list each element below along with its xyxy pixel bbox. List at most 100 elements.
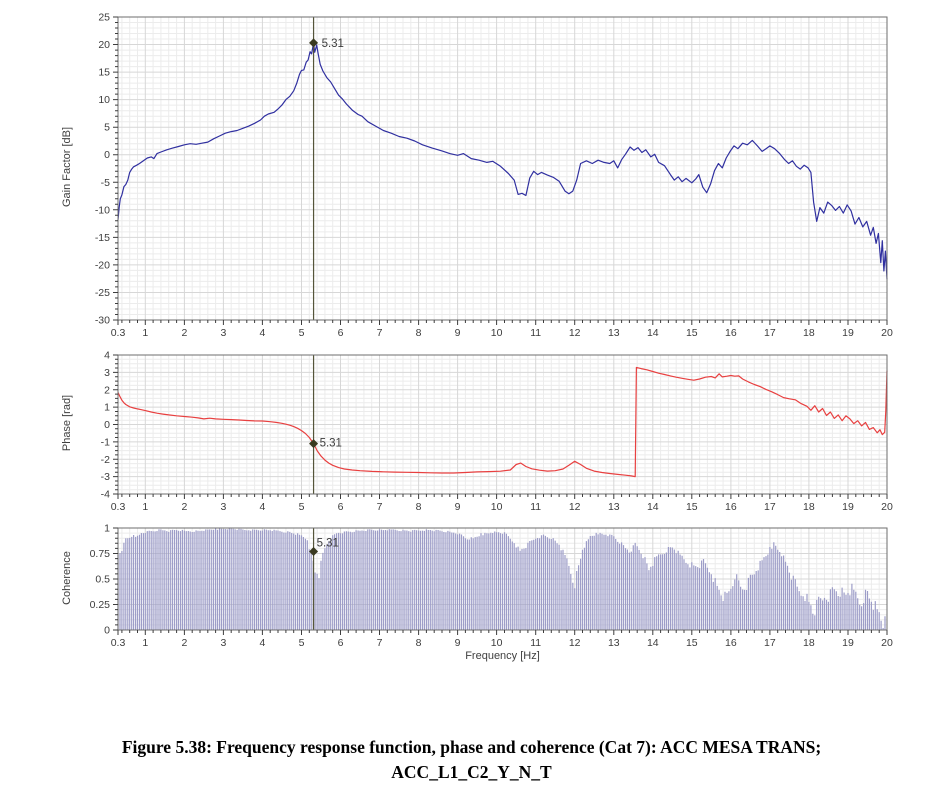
x-tick-label: 13 [608, 327, 620, 339]
x-tick-label: 10 [491, 501, 503, 513]
grid-major [118, 355, 887, 494]
y-tick-label: 0 [104, 625, 110, 637]
gain-axis-title: Gain Factor [dB] [61, 126, 73, 208]
phase-series-line [117, 366, 888, 478]
caption-line-1: Figure 5.38: Frequency response function… [121, 737, 822, 757]
x-tick-label: 4 [259, 637, 265, 649]
y-tick-label: 5 [104, 122, 110, 134]
y-tick-label: -30 [95, 315, 110, 327]
x-tick-label: 5 [299, 327, 305, 339]
x-tick-label: 9 [455, 637, 461, 649]
x-tick-label: 12 [569, 501, 581, 513]
y-tick-label: 25 [98, 12, 110, 24]
x-tick-label: 2 [181, 501, 187, 513]
coherence-axis-title: Coherence [61, 551, 73, 605]
y-tick-label: -2 [101, 454, 110, 466]
x-tick-label: 19 [842, 501, 854, 513]
x-tick-label: 0.3 [111, 327, 126, 339]
x-tick-label: 12 [569, 637, 581, 649]
frequency-axis-title: Frequency [Hz] [465, 650, 540, 662]
y-tick-label: -15 [95, 232, 110, 244]
y-tick-label: 0 [104, 149, 110, 161]
x-tick-label: 12 [569, 327, 581, 339]
x-tick-label: 19 [842, 327, 854, 339]
gain-series-line [117, 42, 888, 280]
y-tick-label: 1 [104, 523, 110, 535]
axis-ticks [113, 354, 888, 499]
x-tick-label: 13 [608, 637, 620, 649]
x-tick-label: 14 [647, 327, 659, 339]
cursor-marker [309, 439, 319, 449]
phase-plot: 0.3 1 2 3 4 5 6 7 8 9 10 11 12 13 14 15 16 17 18 19 2043210-… [101, 350, 893, 514]
y-tick-label: 0.25 [90, 599, 111, 611]
x-tick-label: 7 [377, 327, 383, 339]
x-tick-label: 18 [803, 637, 815, 649]
x-tick-label: 9 [455, 501, 461, 513]
x-tick-label: 7 [377, 501, 383, 513]
x-tick-label: 8 [416, 501, 422, 513]
x-tick-label: 10 [491, 327, 503, 339]
y-tick-label: -1 [101, 436, 110, 448]
x-tick-label: 18 [803, 327, 815, 339]
x-tick-label: 4 [259, 327, 265, 339]
gain-plot: 0.3 1 2 3 4 5 6 7 8 9 10 11 12 13 14 15 16 17 18 19 20252015… [95, 12, 893, 340]
cursor-value-label: 5.31 [320, 438, 342, 450]
x-tick-label: 13 [608, 501, 620, 513]
x-tick-label: 8 [416, 637, 422, 649]
y-tick-label: 3 [104, 367, 110, 379]
x-tick-label: 1 [142, 327, 148, 339]
x-tick-label: 14 [647, 637, 659, 649]
x-tick-label: 20 [881, 637, 893, 649]
y-tick-label: -10 [95, 204, 110, 216]
y-tick-label: 1 [104, 402, 110, 414]
y-tick-label: 0.5 [95, 574, 110, 586]
x-tick-label: 5 [299, 637, 305, 649]
grid-minor [118, 17, 887, 320]
y-tick-label: -20 [95, 259, 110, 271]
x-tick-label: 15 [686, 501, 698, 513]
x-tick-label: 20 [881, 501, 893, 513]
cursor-value-label: 5.31 [317, 537, 339, 549]
x-tick-label: 0.3 [111, 637, 126, 649]
x-tick-label: 0.3 [111, 501, 126, 513]
x-tick-label: 6 [338, 637, 344, 649]
x-tick-label: 8 [416, 327, 422, 339]
cursor-value-label: 5.31 [322, 38, 344, 50]
y-tick-label: 20 [98, 39, 110, 51]
coherence-plot: 0.3 1 2 3 4 5 6 7 8 9 10 11 12 13 14 15 16 17 18 19 2010.750… [90, 523, 893, 650]
x-tick-label: 2 [181, 637, 187, 649]
x-tick-label: 17 [764, 637, 776, 649]
x-tick-label: 11 [530, 501, 541, 513]
cursor-marker [309, 38, 319, 48]
x-tick-label: 4 [259, 501, 265, 513]
y-tick-label: 0.75 [90, 548, 111, 560]
x-tick-label: 6 [338, 327, 344, 339]
x-tick-label: 16 [725, 327, 737, 339]
x-tick-label: 14 [647, 501, 659, 513]
x-tick-label: 3 [220, 327, 226, 339]
x-tick-label: 17 [764, 501, 776, 513]
x-tick-label: 17 [764, 327, 776, 339]
y-tick-label: 10 [98, 94, 110, 106]
x-tick-label: 19 [842, 637, 854, 649]
x-tick-label: 16 [725, 637, 737, 649]
x-tick-label: 18 [803, 501, 815, 513]
y-tick-label: 15 [98, 67, 110, 79]
plot-border [117, 16, 888, 321]
axis-ticks [113, 16, 888, 325]
x-tick-label: 11 [530, 327, 541, 339]
y-tick-label: 2 [104, 384, 110, 396]
x-tick-label: 1 [142, 501, 148, 513]
x-tick-label: 6 [338, 501, 344, 513]
y-tick-label: -25 [95, 287, 110, 299]
x-tick-label: 10 [491, 637, 503, 649]
x-tick-label: 2 [181, 327, 187, 339]
caption-line-2: ACC_L1_C2_Y_N_T [391, 762, 552, 782]
x-tick-label: 9 [455, 327, 461, 339]
cursor-marker [309, 546, 319, 556]
y-tick-label: -5 [101, 177, 110, 189]
y-tick-label: -3 [101, 471, 110, 483]
figure-caption: Figure 5.38: Frequency response function… [0, 735, 943, 785]
x-tick-label: 5 [299, 501, 305, 513]
